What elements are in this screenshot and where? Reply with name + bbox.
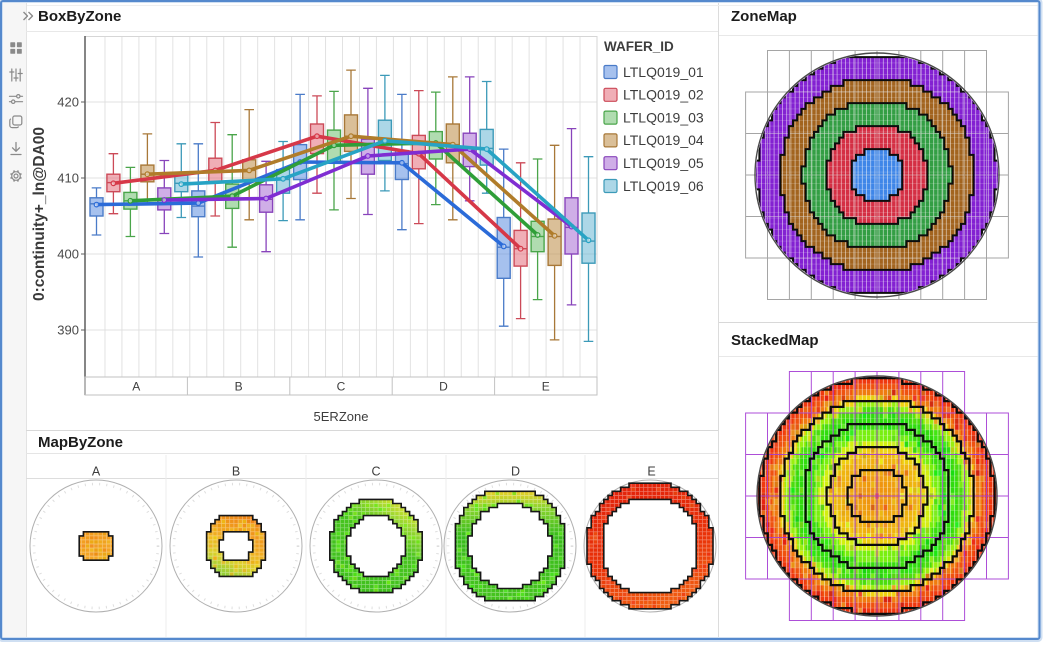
svg-text:390: 390 [57, 323, 79, 338]
svg-text:LTLQ019_02: LTLQ019_02 [623, 87, 704, 103]
svg-text:A: A [92, 465, 101, 479]
svg-text:StackedMap: StackedMap [731, 332, 819, 349]
svg-text:BoxByZone: BoxByZone [38, 8, 121, 25]
svg-text:LTLQ019_04: LTLQ019_04 [623, 132, 704, 148]
svg-text:LTLQ019_03: LTLQ019_03 [623, 109, 704, 125]
svg-text:B: B [235, 379, 243, 393]
svg-text:B: B [232, 465, 240, 479]
svg-text:MapByZone: MapByZone [38, 434, 123, 451]
svg-text:A: A [132, 379, 140, 393]
svg-text:5ERZone: 5ERZone [314, 409, 369, 424]
svg-text:410: 410 [57, 171, 79, 186]
svg-text:C: C [371, 465, 380, 479]
svg-text:E: E [542, 379, 550, 393]
svg-text:D: D [511, 465, 520, 479]
svg-text:LTLQ019_06: LTLQ019_06 [623, 178, 704, 194]
svg-text:420: 420 [57, 95, 79, 110]
svg-text:C: C [337, 379, 346, 393]
svg-text:ZoneMap: ZoneMap [731, 8, 797, 25]
svg-text:E: E [647, 465, 655, 479]
svg-text:LTLQ019_01: LTLQ019_01 [623, 64, 704, 80]
svg-text:0:continuity+_ln@DA00: 0:continuity+_ln@DA00 [31, 127, 48, 301]
svg-text:LTLQ019_05: LTLQ019_05 [623, 155, 704, 171]
svg-text:WAFER_ID: WAFER_ID [604, 39, 674, 54]
svg-text:400: 400 [57, 247, 79, 262]
svg-text:D: D [439, 379, 448, 393]
